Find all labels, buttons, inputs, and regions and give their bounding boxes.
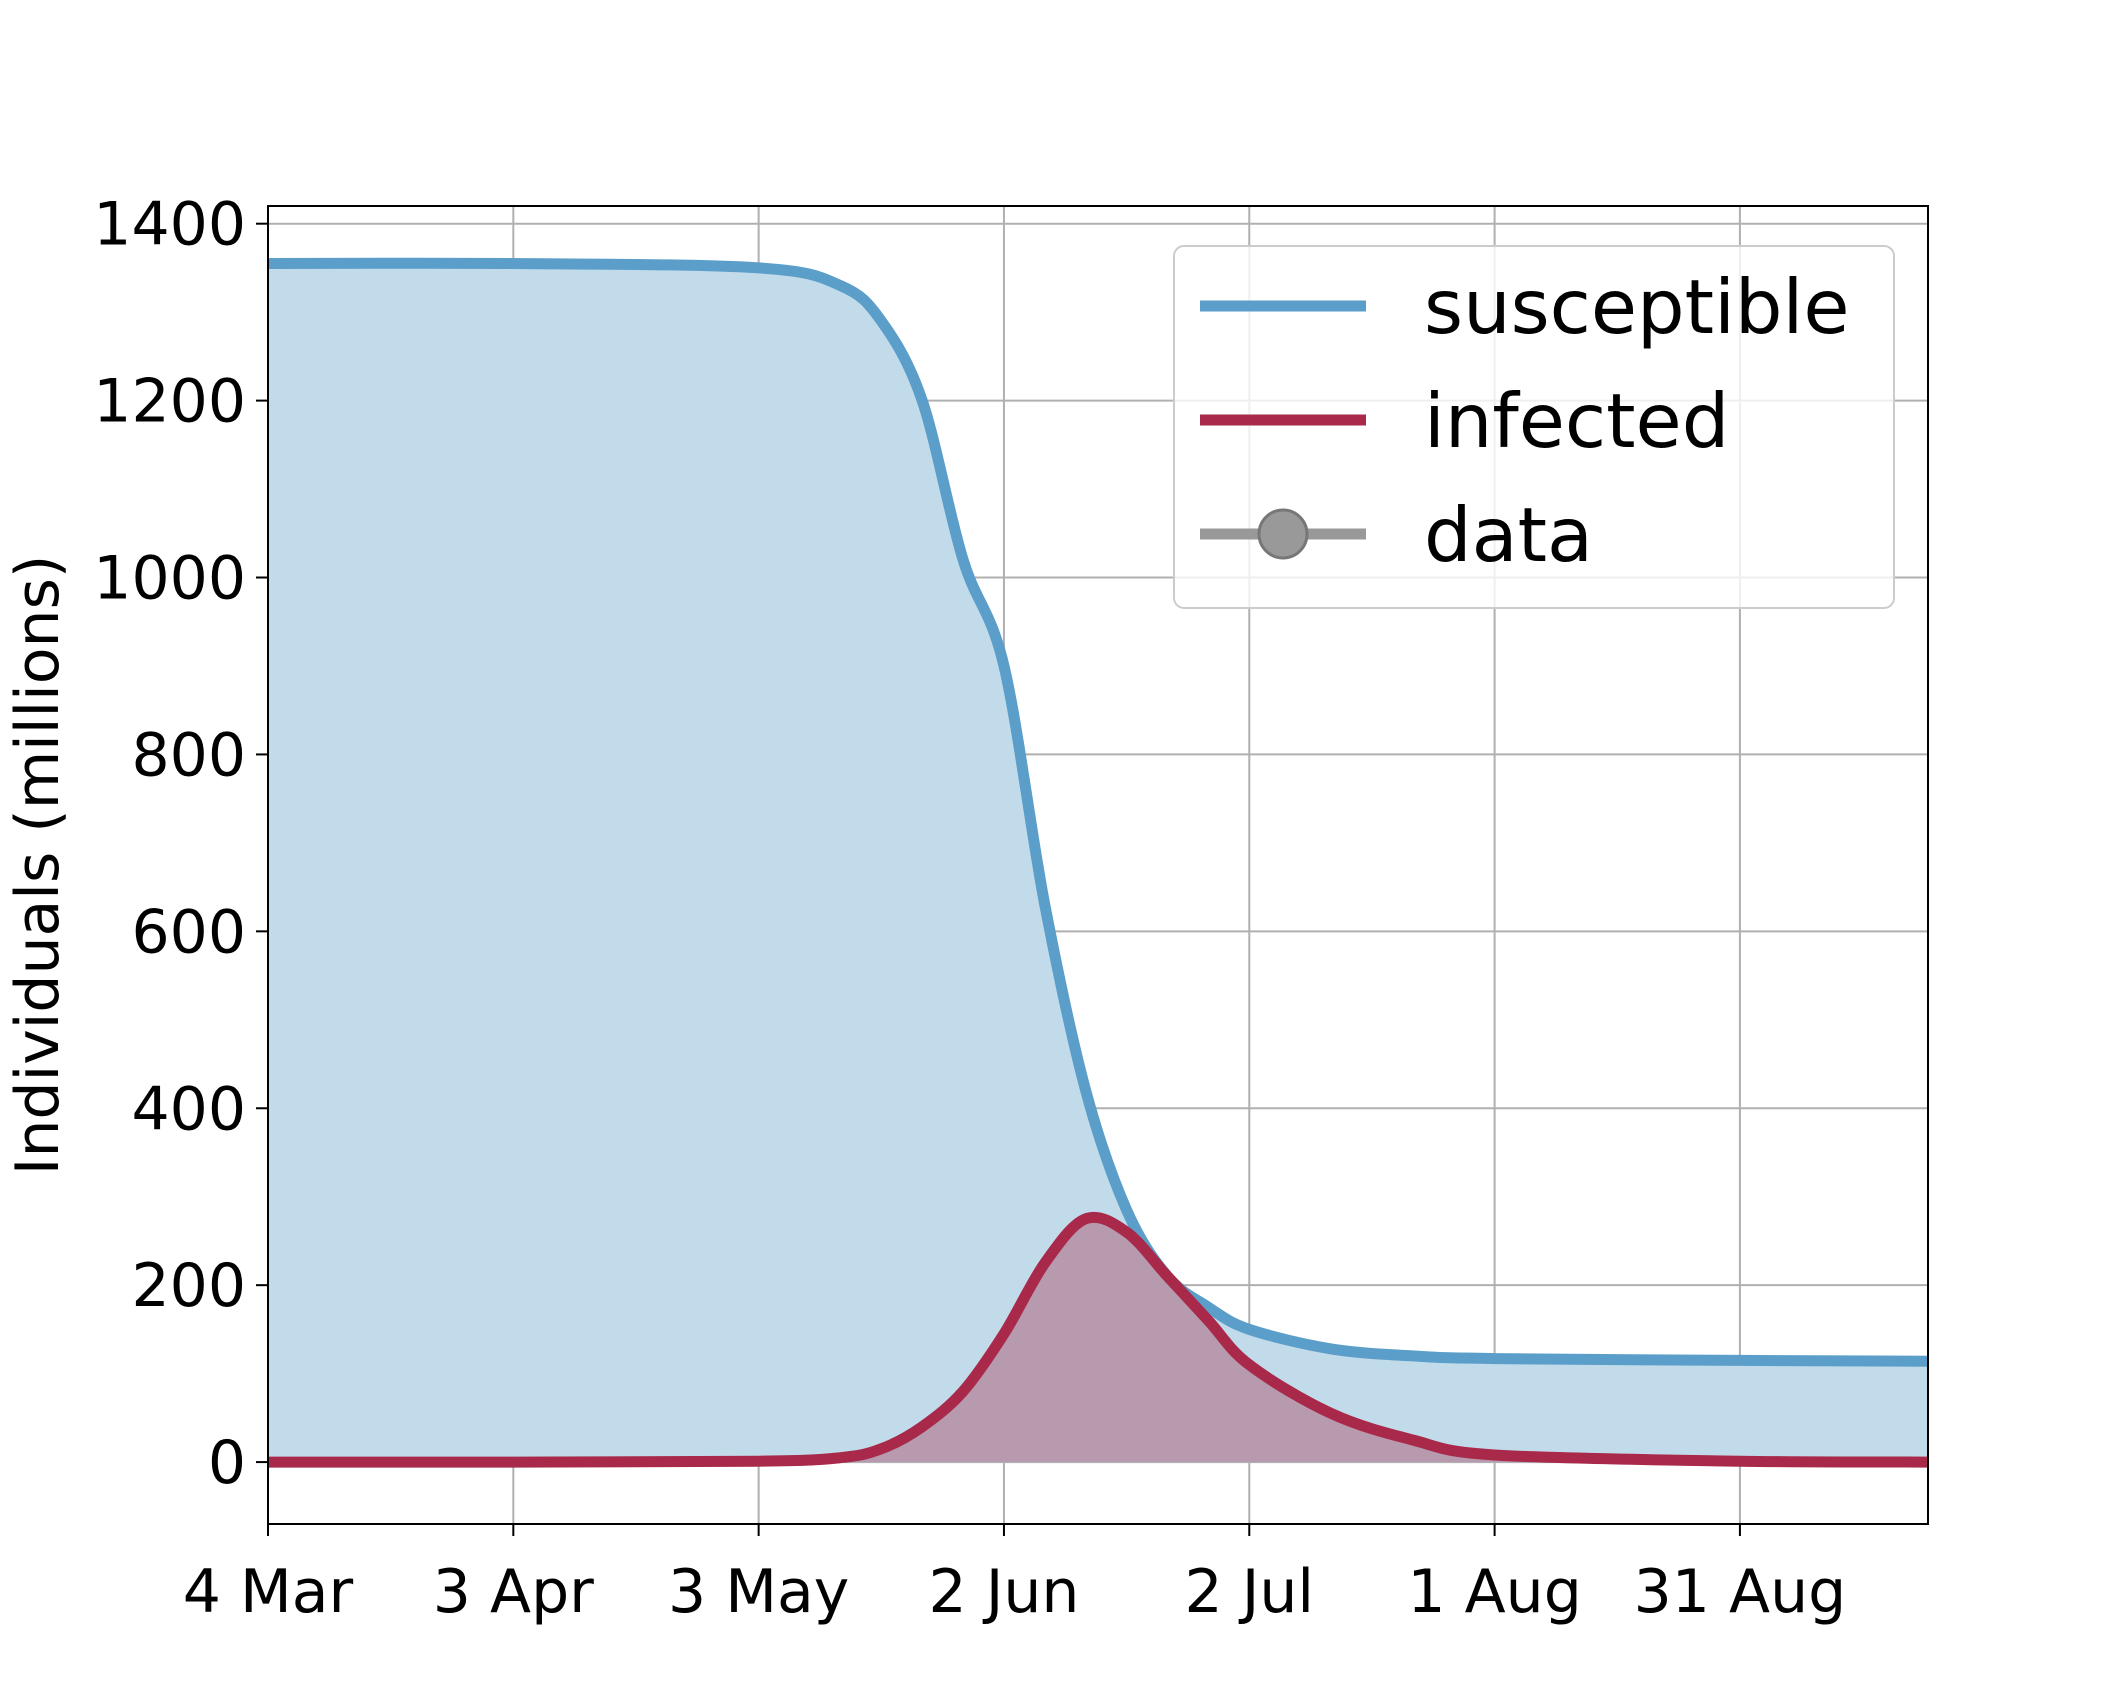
y-tick-label: 400 — [131, 1074, 246, 1144]
legend: susceptible infected data — [1173, 245, 1895, 609]
plot-frame — [267, 205, 1929, 1525]
legend-label-data: data — [1424, 491, 1593, 579]
x-tick-label: 4 Mar — [183, 1557, 354, 1627]
y-tick-label: 200 — [131, 1251, 246, 1321]
x-tick-label: 31 Aug — [1634, 1557, 1847, 1627]
x-tick-label: 1 Aug — [1407, 1557, 1581, 1627]
series-areas — [268, 263, 1928, 1463]
legend-marker-data — [1257, 508, 1309, 560]
y-tick-label: 1000 — [93, 544, 246, 614]
x-tick-label: 3 May — [668, 1557, 849, 1627]
y-tick-label: 600 — [131, 897, 246, 967]
x-tick-label: 2 Jun — [928, 1557, 1079, 1627]
y-axis: 0 200 400 600 800 1000 1200 1400 — [93, 190, 268, 1498]
series-lines — [267, 257, 1929, 1468]
x-axis: 4 Mar 3 Apr 3 May 2 Jun 2 Jul 1 Aug 31 Aug — [183, 1524, 1846, 1627]
infected-area — [268, 1217, 1928, 1463]
x-tick-label: 3 Apr — [433, 1557, 594, 1627]
y-tick-label: 1400 — [93, 190, 246, 260]
y-tick-label: 1200 — [93, 367, 246, 437]
susceptible-area — [268, 263, 1928, 1463]
y-tick-label: 0 — [208, 1428, 246, 1498]
x-tick-label: 2 Jul — [1184, 1557, 1314, 1627]
legend-label-infected: infected — [1424, 377, 1729, 465]
y-axis-label: Individuals (millions) — [3, 555, 73, 1175]
infected-line — [267, 1211, 1929, 1468]
legend-box — [1173, 245, 1895, 609]
y-tick-label: 800 — [131, 720, 246, 790]
legend-label-susceptible: susceptible — [1424, 263, 1850, 351]
susceptible-line — [267, 257, 1929, 1367]
